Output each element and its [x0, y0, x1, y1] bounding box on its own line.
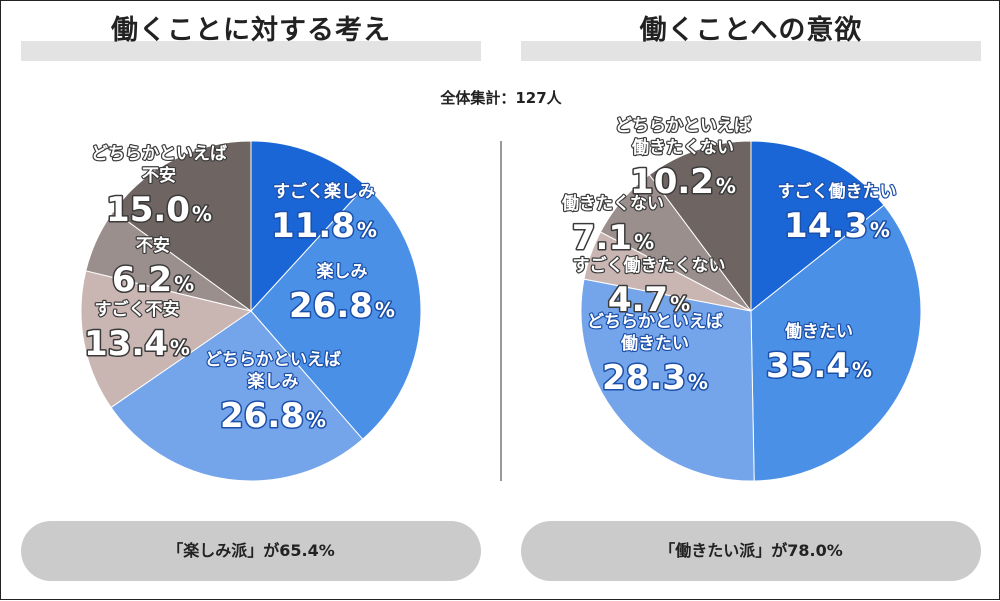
- slice-label: すごく働きたい: [778, 181, 897, 202]
- slice-value-label: 28.3%: [602, 358, 708, 398]
- slice-value-label: 15.0%: [106, 190, 212, 230]
- slice-label: 楽しみ: [317, 261, 368, 282]
- slice-value-label: 26.8%: [289, 286, 395, 326]
- slice-label: 不安: [142, 165, 176, 186]
- slice-label: 不安: [136, 235, 170, 256]
- slice-value-label: 35.4%: [766, 346, 872, 386]
- pie-slice: [750, 204, 922, 482]
- slice-label: 働きたい: [784, 321, 853, 342]
- slice-label: すごく不安: [95, 299, 180, 320]
- slice-label: 働きたい: [620, 333, 689, 354]
- pie-slice: [250, 184, 422, 440]
- left-chart-title: 働くことに対する考え: [111, 15, 391, 46]
- right-summary-pill: 「働きたい派」が78.0%: [521, 521, 981, 581]
- slice-label: どちらかといえば: [615, 116, 751, 136]
- pie-slice: [580, 278, 755, 482]
- slice-value-label: 10.2%: [630, 162, 736, 202]
- center-divider: [500, 141, 502, 481]
- pie-slice: [648, 140, 752, 313]
- slice-value-label: 4.7%: [608, 280, 690, 320]
- slice-label: どちらかといえば: [205, 350, 341, 370]
- left-summary-pill: 「楽しみ派」が65.4%: [21, 521, 481, 581]
- slice-value-label: 11.8%: [271, 206, 377, 246]
- total-respondents-label: 全体集計：127人: [440, 89, 562, 107]
- slice-value-label: 6.2%: [112, 260, 194, 300]
- pie-slice: [750, 140, 885, 313]
- pie-slice: [112, 140, 252, 312]
- slice-label: 楽しみ: [248, 371, 299, 392]
- slice-label: どちらかといえば: [91, 144, 227, 164]
- slice-label: 働きたくない: [561, 193, 664, 214]
- slice-label: どちらかといえば: [587, 312, 723, 332]
- right-title-bar: [521, 41, 981, 61]
- pie-slice: [110, 310, 364, 482]
- pie-slice: [250, 140, 367, 313]
- slice-label: すごく働きたくない: [573, 255, 726, 276]
- slice-value-label: 26.8%: [220, 396, 326, 436]
- slice-value-label: 13.4%: [84, 324, 190, 364]
- slice-label: すごく楽しみ: [273, 181, 375, 202]
- slice-value-label: 7.1%: [572, 218, 654, 258]
- pie-slice: [80, 270, 253, 409]
- left-title-bar: [21, 41, 481, 61]
- right-chart-title: 働くことへの意欲: [639, 15, 863, 46]
- slice-value-label: 14.3%: [784, 206, 890, 246]
- slice-label: 働きたくない: [631, 137, 734, 158]
